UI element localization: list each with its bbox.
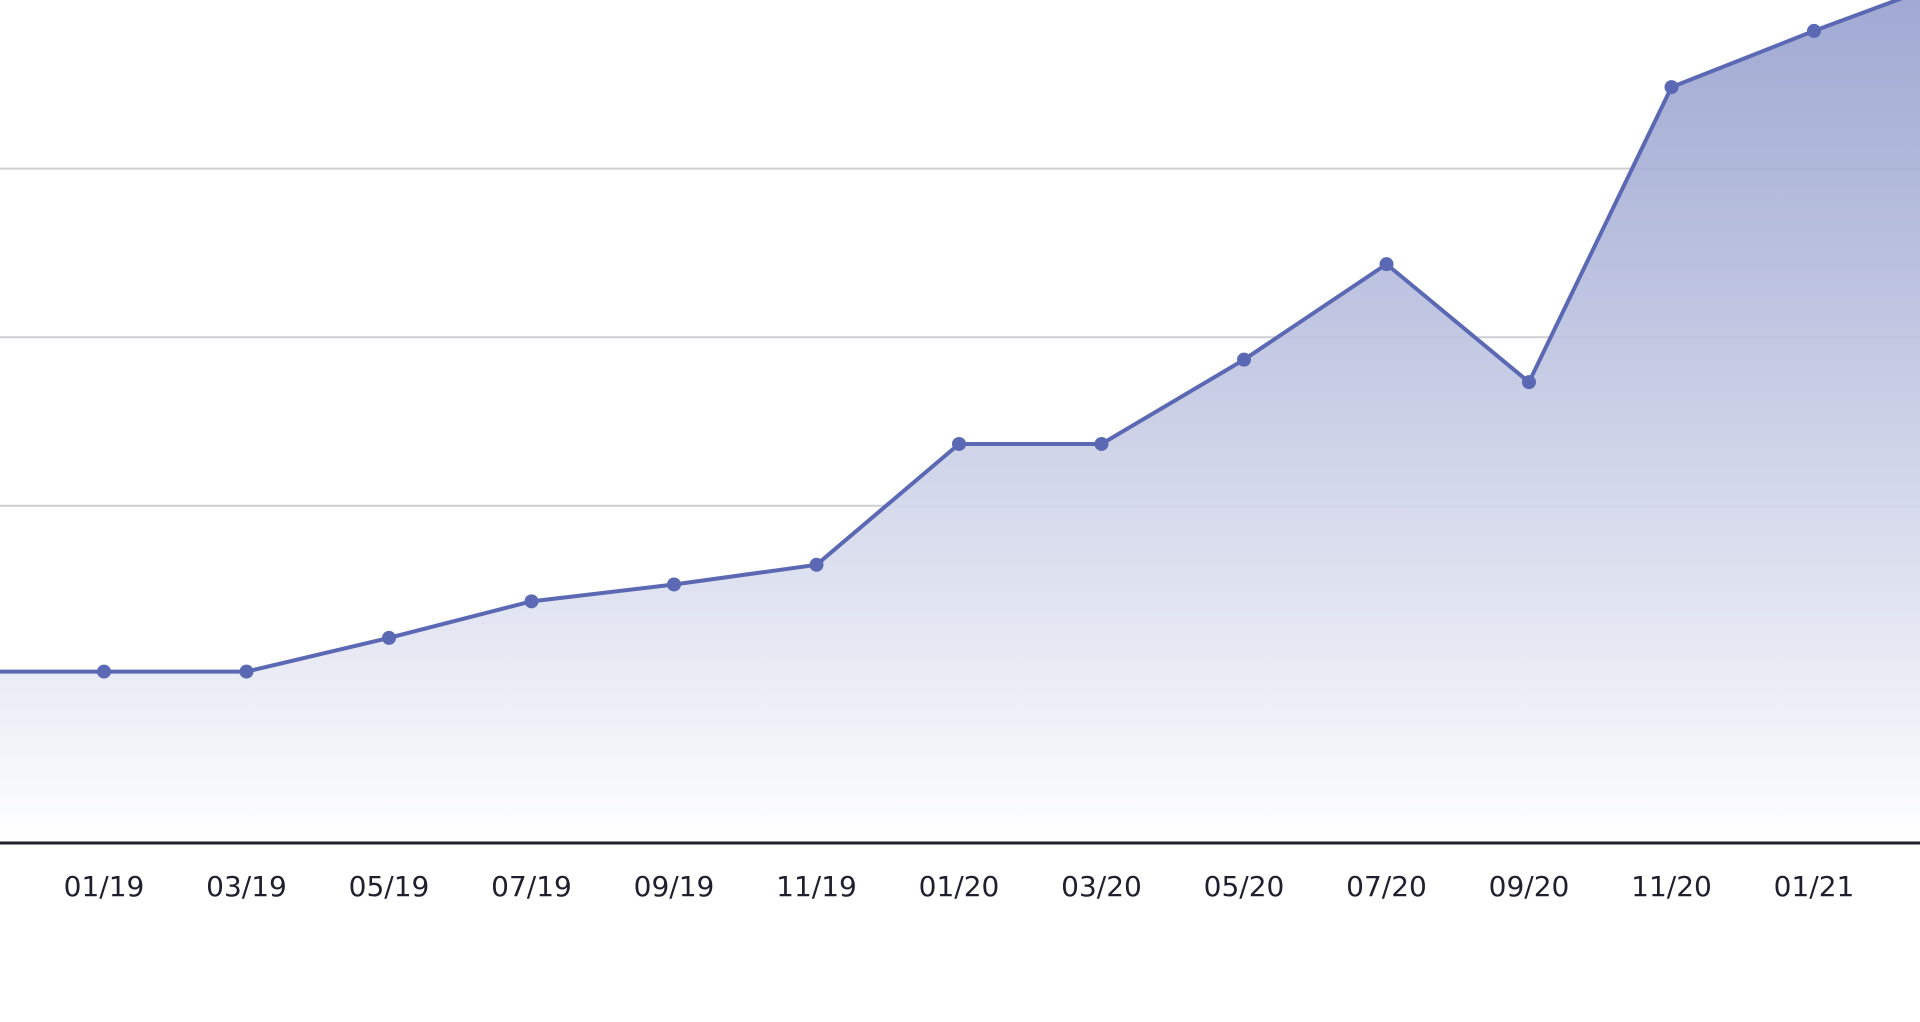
area-fill-layer bbox=[0, 0, 1920, 843]
x-tick-label: 07/20 bbox=[1346, 870, 1427, 903]
data-point-09-20[interactable] bbox=[1522, 375, 1536, 390]
data-points bbox=[97, 23, 1821, 679]
data-point-01-21[interactable] bbox=[1807, 23, 1821, 38]
x-tick-label: 07/19 bbox=[491, 870, 572, 903]
data-point-09-19[interactable] bbox=[667, 577, 681, 592]
data-point-07-20[interactable] bbox=[1379, 257, 1394, 272]
data-point-05-20[interactable] bbox=[1237, 352, 1251, 367]
x-tick-label: 09/19 bbox=[634, 870, 715, 903]
x-tick-label: 09/20 bbox=[1489, 870, 1570, 903]
data-point-11-19[interactable] bbox=[809, 557, 824, 572]
data-point-03-19[interactable] bbox=[239, 664, 254, 679]
x-tick-labels: 01/19 03/19 05/19 07/19 09/19 11/19 01/20 03/20… bbox=[64, 870, 1855, 903]
data-point-01-20[interactable] bbox=[952, 436, 966, 451]
x-tick-label: 03/20 bbox=[1061, 870, 1142, 903]
data-point-05-19[interactable] bbox=[382, 630, 396, 645]
x-tick-label: 05/20 bbox=[1204, 870, 1285, 903]
data-point-03-20[interactable] bbox=[1094, 436, 1109, 451]
x-tick-label: 11/19 bbox=[776, 870, 857, 903]
x-tick-label: 05/19 bbox=[349, 870, 430, 903]
x-tick-label: 01/20 bbox=[919, 870, 1000, 903]
data-point-07-19[interactable] bbox=[524, 594, 539, 609]
x-tick-label: 03/19 bbox=[206, 870, 287, 903]
x-tick-label: 01/19 bbox=[64, 870, 145, 903]
data-point-11-20[interactable] bbox=[1664, 80, 1679, 95]
x-tick-label: 11/20 bbox=[1631, 870, 1712, 903]
x-tick-label: 01/21 bbox=[1774, 870, 1855, 903]
data-point-01-19[interactable] bbox=[97, 664, 111, 679]
series-area-fill bbox=[0, 0, 1920, 843]
